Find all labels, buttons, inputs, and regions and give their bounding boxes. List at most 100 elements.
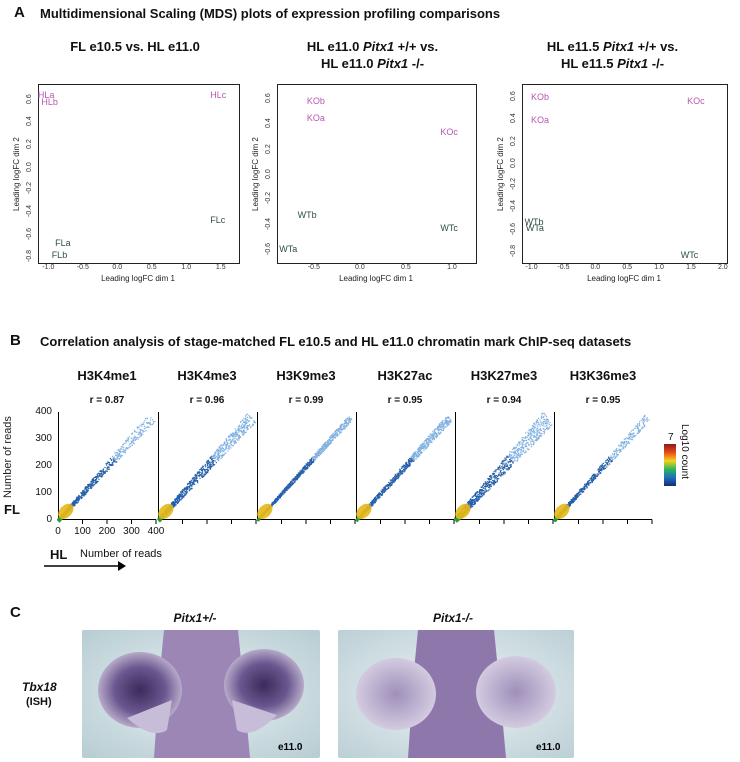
x-tick-label: 0.5 [622,264,633,271]
x-tick-label: -1.0 [525,264,538,271]
y-tick-label: 400 [35,406,52,417]
y-axis-label: Leading logFC dim 2 [12,137,21,211]
x-tick-label: -0.5 [76,264,89,271]
x-tick-label: 0.5 [146,264,157,271]
mds-point-wtb: WTb [524,216,544,227]
panel-b-ylabel: Number of reads [2,416,14,498]
x-axis-label: Leading logFC dim 1 [339,274,413,283]
x-tick-label: 0.5 [401,264,411,271]
mds-point-koa: KOa [306,113,325,124]
panel-b-title: Correlation analysis of stage-matched FL… [40,334,632,349]
y-tick-label: -0.4 [510,200,517,213]
y-tick-label: 0.6 [510,91,517,102]
y-tick-label: 0.2 [510,135,517,146]
mds-point-hla: HLa [37,90,55,101]
y-tick-label: 0.4 [265,118,272,129]
x-tick-label: 0.0 [112,264,123,271]
y-tick-label: 0.0 [26,161,33,172]
correlation-value: r = 0.99 [288,395,324,406]
mds-plot-1-area: HLa HLb HLc FLc FLa FLb [38,84,240,264]
y-axis-label: Leading logFC dim 2 [496,137,505,211]
mds-plot-3-title: HL e11.5 Pitx1 +/+ vs. HL e11.5 Pitx1 -/… [546,39,679,71]
y-tick-label: -0.2 [510,178,517,191]
y-tick-label: -0.8 [26,250,33,263]
hl-label: HL [50,547,68,562]
mds-point-flc: FLc [210,215,226,226]
scatter-h3k4me3 [157,412,257,524]
x-tick-label: 100 [74,526,91,537]
x-tick-label: 0.0 [590,264,601,271]
ish-caption-ko: Pitx1-/- [432,611,473,625]
mds-point-kob: KOb [306,95,325,106]
mds-point-koc: KOc [440,127,458,138]
y-tick-label: -0.4 [26,204,33,217]
y-tick-label: 0.6 [265,92,272,103]
mark-title-h3k27me3: H3K27me3 [470,368,538,383]
ish-caption-het: Pitx1+/- [173,611,217,625]
y-tick-label: 0.2 [26,139,33,149]
fl-label: FL [4,502,20,517]
y-tick-label: -0.4 [265,217,272,230]
scatter-h3k27ac [355,412,455,524]
y-tick-label: 0.4 [510,113,517,124]
panel-a-letter: A [14,4,25,21]
mds-plot-2-title: HL e11.0 Pitx1 +/+ vs. HL e11.0 Pitx1 -/… [306,39,439,71]
mds-point-kob: KOb [530,92,549,103]
correlation-value: r = 0.95 [585,395,621,406]
mds-plot-2-area: KOb KOa KOc WTb WTc WTa [277,84,477,264]
y-tick-label: 100 [35,487,52,498]
y-tick-label: 0.0 [510,158,517,168]
y-tick-label: 0.6 [26,93,33,104]
x-tick-label: 0 [55,526,61,537]
mds-point-wta: WTa [525,222,544,233]
colorbar-max: 7 [668,432,674,443]
y-tick-label: 0.4 [26,116,33,127]
correlation-value: r = 0.96 [189,395,225,406]
y-tick-label: 200 [35,460,52,471]
mds-point-koa: KOa [530,114,549,125]
x-tick-label: -0.5 [557,264,570,271]
x-tick-label: 1.0 [654,264,664,271]
gene-label: Tbx18 [22,680,57,694]
mds-point-hlb: HLb [41,97,58,108]
correlation-value: r = 0.95 [387,395,423,406]
mds-point-fla: FLa [55,237,71,248]
colorbar-label: Log10 count [679,424,690,480]
y-tick-label: 0 [46,514,52,525]
y-tick-label: 0.0 [265,169,272,179]
y-tick-label: -0.6 [26,227,33,240]
x-tick-label: 2.0 [717,264,728,271]
mark-title-h3k4me1: H3K4me1 [77,368,137,383]
colorbar [664,444,676,486]
mds-point-wtc: WTc [680,250,699,261]
scatter-h3k4me1 [57,412,157,524]
scatter-h3k36me3 [553,412,653,524]
x-tick-label: 300 [123,526,140,537]
y-tick-label: 300 [35,433,52,444]
x-tick-label: 0.0 [355,264,365,271]
correlation-value: r = 0.87 [89,395,125,406]
mds-point-wtb: WTb [297,209,317,220]
panel-b-letter: B [10,332,21,349]
x-tick-label: 1.5 [686,264,696,271]
x-axis-label: Leading logFC dim 1 [587,274,661,283]
mark-title-h3k9me3: H3K9me3 [276,368,336,383]
mark-title-h3k4me3: H3K4me3 [177,368,237,383]
y-tick-label: -0.2 [265,192,272,205]
y-tick-label: -0.2 [26,182,33,195]
ish-image-het: e11.0 [82,630,320,758]
mark-title-h3k36me3: H3K36me3 [569,368,637,383]
x-tick-label: 1.5 [215,264,226,271]
y-tick-label: 0.2 [265,143,272,154]
mark-title-h3k27ac: H3K27ac [377,368,433,383]
panel-a-title: Multidimensional Scaling (MDS) plots of … [40,6,501,21]
panel-b-xlabel: Number of reads [80,548,162,560]
x-tick-label: 400 [147,526,165,537]
correlation-value: r = 0.94 [486,395,522,406]
ish-stage-label-het: e11.0 [278,742,303,753]
hl-arrow [44,561,126,571]
y-tick-label: -0.6 [265,243,272,256]
panel-c-letter: C [10,604,21,621]
mds-point-koc: KOc [687,95,705,106]
scatter-h3k9me3 [256,412,356,524]
